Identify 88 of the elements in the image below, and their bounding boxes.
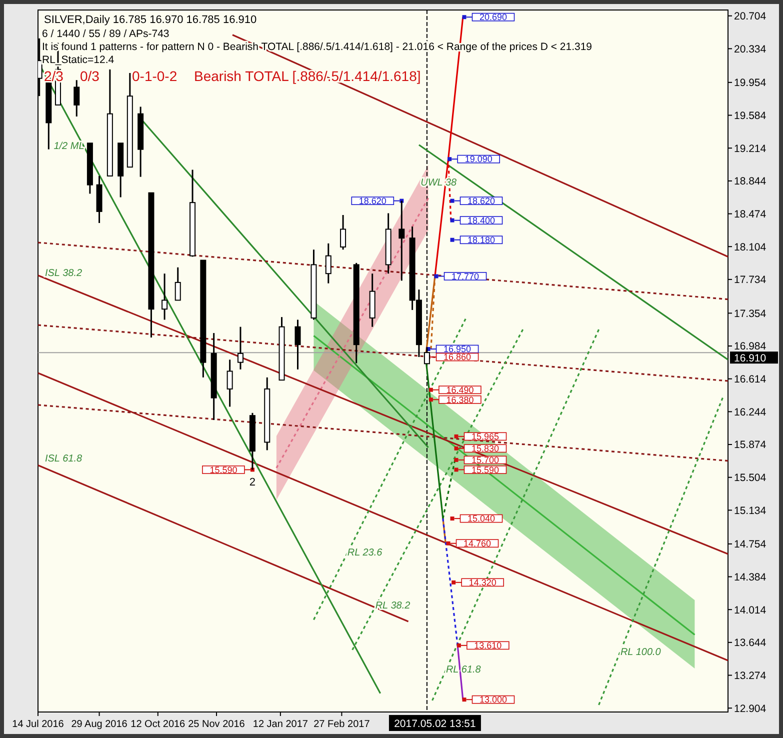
y-tick-label: 15.504 [734,472,766,484]
point [450,198,454,203]
y-tick-label: 18.474 [734,208,766,220]
ref-line-label: 2017.05.02 13:51 [394,718,476,730]
annotation: ISL 38.2 [44,268,83,279]
data-label: 14.760 [464,538,492,549]
y-tick-label: 18.844 [734,176,766,188]
point [462,15,466,20]
data-label: 15.590 [471,464,500,475]
data-label: 18.400 [468,215,496,226]
y-tick-label: 15.874 [734,439,766,452]
annotation: ISL 61.8 [44,453,83,464]
point [452,580,456,584]
point [462,698,466,702]
point [454,434,458,438]
x-tick-label: 29 Aug 2016 [71,719,128,730]
data-label: 15.965 [471,432,500,442]
candlestick [340,214,346,250]
point [454,458,458,462]
point [434,274,438,278]
point [454,468,458,472]
candlestick [325,242,332,284]
y-tick-label: 16.984 [734,340,766,353]
x-tick-label: 27 Feb 2017 [314,719,370,730]
annotation: 1/2 ML [54,140,84,152]
data-label: 18.180 [468,235,496,246]
chart-title: SILVER,Daily 16.785 16.970 16.785 16.910 [44,14,257,26]
x-tick-label: 12 Jan 2017 [252,719,308,730]
y-tick-label: 14.384 [734,571,766,584]
annotation: RL 61.8 [446,664,482,676]
point [448,157,452,162]
data-label: 13.610 [474,640,502,651]
annotation: RL 23.6 [347,547,383,558]
data-label: 14.320 [468,578,496,588]
point [450,238,454,242]
point [454,446,458,450]
y-tick-label: 14.754 [734,538,766,551]
data-label: 16.490 [446,384,474,395]
y-tick-label: 16.614 [734,374,766,386]
y-tick-label: 17.354 [734,308,766,320]
annotation: 2 [249,476,256,489]
y-tick-label: 13.274 [734,670,766,682]
data-label: 16.950 [444,344,472,354]
x-tick-label: 12 Oct 2016 [130,719,186,730]
point [450,218,454,222]
point [456,643,461,648]
data-label: 15.040 [468,514,496,524]
data-label: 15.590 [210,464,238,475]
y-tick-label: 18.104 [734,241,766,254]
point [428,398,433,402]
candlestick [226,358,233,408]
candlestick [74,79,80,118]
data-label: 15.700 [471,455,500,466]
y-tick-label: 13.644 [734,637,766,650]
x-tick-label: 14 Jul 2016 [12,719,64,730]
data-label: 16.860 [444,352,472,362]
ref-line-label: 16.910 [734,352,766,365]
point [446,541,450,546]
y-tick-label: 19.954 [734,77,766,90]
data-label: 13.000 [479,694,508,705]
point [450,516,454,521]
candlestick [162,272,168,320]
annotation: 0/3 [80,68,100,84]
data-label: 20.690 [479,12,508,22]
y-tick-label: 15.134 [734,504,766,517]
point [428,388,433,392]
y-tick-label: 14.014 [734,604,766,616]
y-tick-label: 16.244 [734,406,766,418]
annotation: RL 38.2 [375,600,411,612]
data-label: 15.830 [471,444,500,454]
data-label: 19.090 [464,154,492,164]
data-label: 18.620 [358,196,386,206]
y-tick-label: 12.904 [734,702,766,715]
y-tick-label: 20.704 [734,10,766,23]
x-tick-label: 25 Nov 2016 [188,719,246,730]
data-label: 16.380 [446,394,474,405]
candlestick [294,318,301,370]
y-tick-label: 19.584 [734,110,766,122]
annotation: RL 100.0 [620,646,662,658]
annotation: 0-1-0-2 [132,68,178,84]
candlestick [174,266,181,301]
y-tick-label: 20.334 [734,43,766,56]
y-tick-label: 19.214 [734,142,766,155]
candlestick [237,326,244,370]
data-label: 18.620 [468,196,496,206]
y-tick-label: 17.734 [734,274,766,286]
data-label: 17.770 [452,271,480,282]
annotation: 6 / 1440 / 55 / 89 / APs-743 [42,28,170,40]
